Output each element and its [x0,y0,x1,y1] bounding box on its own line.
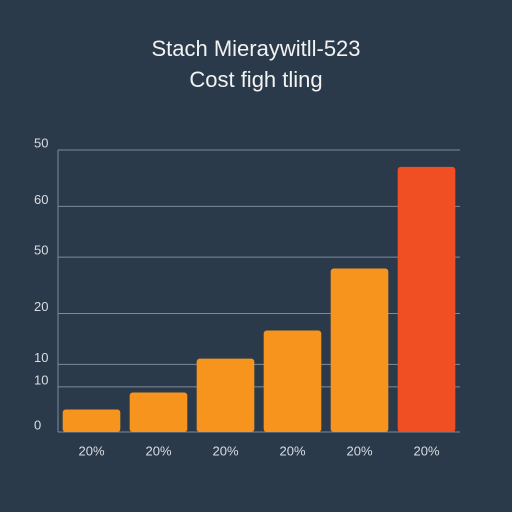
y-tick-label: 10 [34,350,48,365]
chart-subtitle: Cost figh tling [189,67,322,92]
bar [196,358,255,432]
y-tick-label: 20 [34,299,48,314]
y-tick-label: 0 [34,417,41,432]
bar [397,166,456,433]
x-tick-label: 20% [145,443,171,458]
bar [263,330,322,432]
y-tick-label: 50 [34,243,48,258]
y-tick-label: 60 [34,192,48,207]
x-tick-label: 20% [413,443,439,458]
bar [330,268,389,432]
y-tick-label: 50 [34,135,48,150]
x-tick-label: 20% [279,443,305,458]
chart-title: Stach Mieraywitll-523 [151,36,360,61]
bar [62,409,121,432]
y-tick-label: 10 [34,372,48,387]
x-tick-label: 20% [212,443,238,458]
bar [129,392,188,432]
x-tick-label: 20% [78,443,104,458]
x-tick-label: 20% [346,443,372,458]
